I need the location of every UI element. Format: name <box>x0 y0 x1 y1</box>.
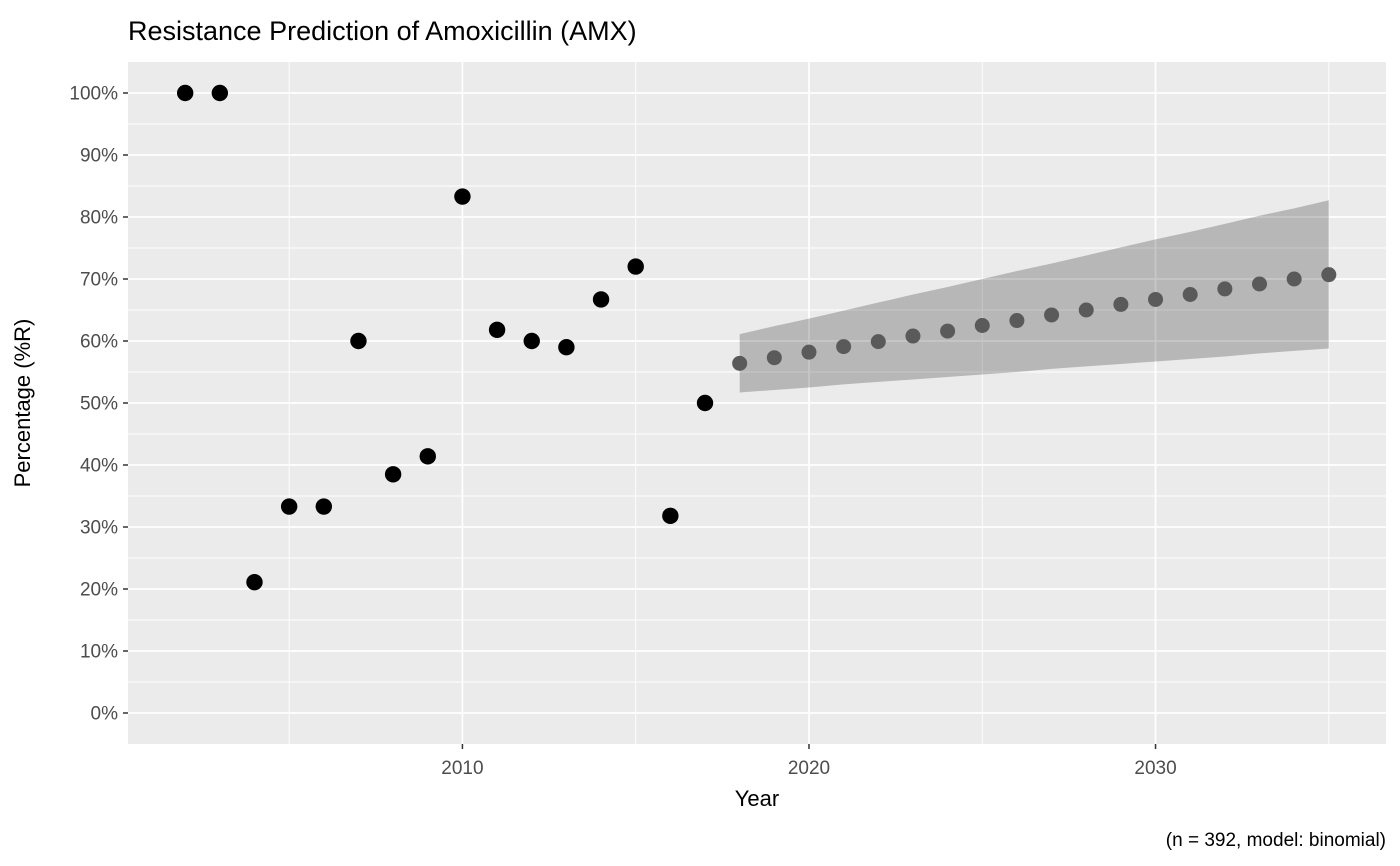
predicted-point <box>1321 267 1337 283</box>
observed-point <box>488 321 506 339</box>
predicted-point <box>905 328 921 344</box>
predicted-point <box>1009 313 1025 329</box>
confidence-ribbon <box>739 200 1329 393</box>
predicted-point <box>1044 307 1060 323</box>
predicted-point <box>974 318 990 333</box>
observed-point <box>419 448 436 465</box>
predicted-point <box>870 334 886 350</box>
chart-caption: (n = 392, model: binomial) <box>1166 830 1386 851</box>
observed-point <box>558 339 575 356</box>
observed-point <box>246 573 263 591</box>
y-tick-label: 100% <box>69 84 118 105</box>
predicted-point <box>801 344 817 360</box>
x-tick-label: 2030 <box>1134 758 1176 779</box>
observed-point <box>454 188 471 205</box>
observed-point <box>315 498 333 515</box>
observed-point <box>627 258 644 275</box>
observed-point <box>350 332 367 350</box>
predicted-point <box>1217 281 1233 297</box>
y-tick-label: 20% <box>80 580 118 601</box>
observed-point <box>176 84 194 102</box>
predicted-point <box>940 323 956 339</box>
observed-point <box>523 332 540 350</box>
x-tick-label: 2010 <box>441 758 483 779</box>
observed-point <box>211 84 229 102</box>
predicted-point <box>766 350 782 366</box>
y-tick-label: 30% <box>80 518 118 539</box>
observed-point <box>280 498 298 515</box>
observed-point <box>592 291 610 308</box>
x-tick-label: 2020 <box>788 758 830 779</box>
observed-point <box>662 507 679 525</box>
y-tick-label: 80% <box>80 208 118 229</box>
y-axis-title: Percentage (%R) <box>10 319 35 488</box>
x-axis-title: Year <box>735 786 779 811</box>
predicted-point <box>1078 302 1094 318</box>
predicted-point <box>1286 271 1302 287</box>
observed-point <box>384 466 402 483</box>
predicted-point <box>732 355 748 371</box>
predicted-point <box>1113 296 1129 312</box>
predicted-point <box>1182 287 1198 302</box>
y-tick-label: 0% <box>91 704 119 725</box>
predicted-point <box>836 339 852 355</box>
plot-panel-layer: 2010 2020 2030 0% 10% 20% 30% 40% 50% 60% 70% 80% 90… <box>69 62 1386 779</box>
y-tick-label: 60% <box>80 332 118 353</box>
observed-point <box>696 394 714 412</box>
y-tick-label: 50% <box>80 394 118 415</box>
predicted-point <box>1148 291 1164 307</box>
predicted-point <box>1252 276 1268 292</box>
y-tick-label: 10% <box>80 642 118 663</box>
y-tick-label: 40% <box>80 456 118 477</box>
y-tick-label: 70% <box>80 270 118 291</box>
chart-title: Resistance Prediction of Amoxicillin (AM… <box>128 16 637 46</box>
y-tick-label: 90% <box>80 146 118 167</box>
